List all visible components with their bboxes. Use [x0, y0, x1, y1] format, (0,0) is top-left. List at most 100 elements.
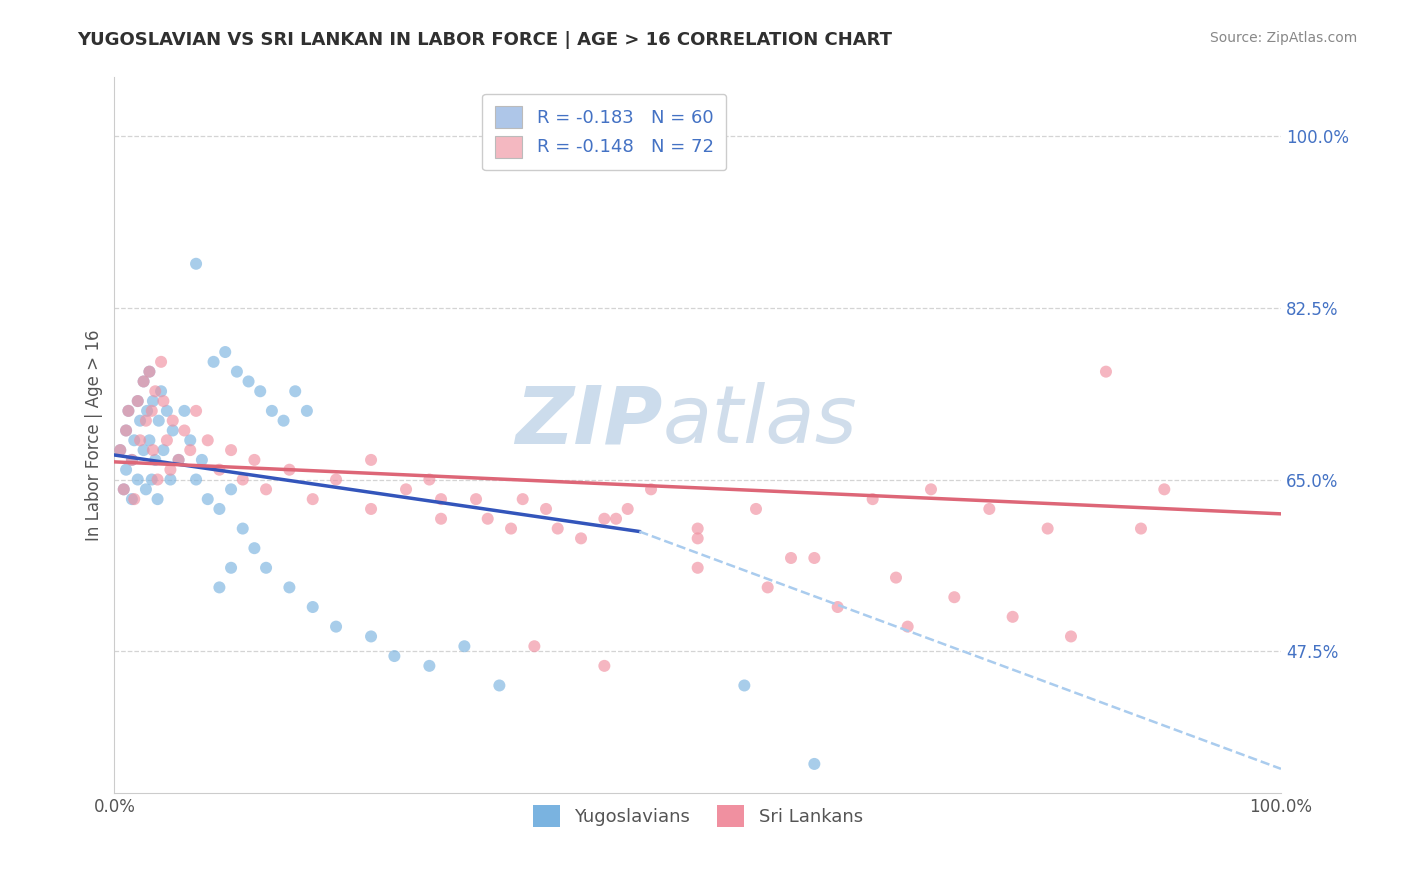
Point: [897, 620, 920, 634]
Point: [121, 492, 143, 507]
Point: [129, 434, 152, 448]
Y-axis label: In Labor Force | Age > 16: In Labor Force | Age > 16: [86, 330, 103, 541]
Point: [141, 473, 163, 487]
Point: [979, 502, 1001, 516]
Point: [884, 571, 907, 585]
Point: [920, 483, 942, 497]
Point: [138, 434, 160, 448]
Point: [278, 581, 301, 595]
Point: [184, 257, 207, 271]
Point: [1060, 629, 1083, 643]
Point: [249, 384, 271, 399]
Point: [173, 404, 195, 418]
Point: [197, 434, 219, 448]
Point: [162, 424, 184, 438]
Point: [465, 492, 488, 507]
Point: [127, 394, 149, 409]
Point: [127, 473, 149, 487]
Point: [477, 512, 499, 526]
Point: [640, 483, 662, 497]
Point: [430, 512, 453, 526]
Point: [1036, 522, 1059, 536]
Point: [142, 394, 165, 409]
Point: [135, 414, 157, 428]
Point: [745, 502, 768, 516]
Point: [143, 453, 166, 467]
Point: [395, 483, 418, 497]
Point: [159, 473, 181, 487]
Point: [117, 404, 139, 418]
Point: [260, 404, 283, 418]
Point: [152, 443, 174, 458]
Point: [686, 522, 709, 536]
Text: ZIP: ZIP: [516, 382, 662, 460]
Point: [862, 492, 884, 507]
Point: [129, 414, 152, 428]
Point: [453, 639, 475, 653]
Point: [418, 658, 440, 673]
Point: [232, 522, 254, 536]
Text: Source: ZipAtlas.com: Source: ZipAtlas.com: [1209, 31, 1357, 45]
Point: [803, 756, 825, 771]
Point: [132, 443, 155, 458]
Point: [122, 434, 145, 448]
Point: [115, 424, 138, 438]
Point: [488, 678, 510, 692]
Point: [208, 581, 231, 595]
Point: [159, 463, 181, 477]
Point: [301, 600, 323, 615]
Point: [360, 502, 382, 516]
Point: [803, 551, 825, 566]
Point: [686, 532, 709, 546]
Point: [150, 384, 173, 399]
Point: [254, 483, 277, 497]
Point: [184, 404, 207, 418]
Point: [115, 424, 138, 438]
Point: [214, 345, 236, 359]
Point: [141, 404, 163, 418]
Point: [273, 414, 295, 428]
Point: [593, 658, 616, 673]
Point: [295, 404, 318, 418]
Point: [167, 453, 190, 467]
Point: [430, 492, 453, 507]
Point: [173, 424, 195, 438]
Point: [179, 434, 201, 448]
Point: [148, 414, 170, 428]
Point: [243, 453, 266, 467]
Point: [512, 492, 534, 507]
Point: [569, 532, 592, 546]
Point: [142, 443, 165, 458]
Point: [1001, 610, 1024, 624]
Point: [136, 404, 159, 418]
Point: [112, 483, 135, 497]
Point: [254, 561, 277, 575]
Point: [208, 463, 231, 477]
Point: [780, 551, 803, 566]
Point: [152, 394, 174, 409]
Point: [238, 375, 260, 389]
Point: [146, 473, 169, 487]
Point: [360, 629, 382, 643]
Point: [756, 581, 779, 595]
Point: [499, 522, 522, 536]
Point: [219, 483, 242, 497]
Point: [127, 394, 149, 409]
Point: [135, 483, 157, 497]
Point: [225, 365, 247, 379]
Point: [523, 639, 546, 653]
Point: [156, 404, 179, 418]
Point: [325, 620, 347, 634]
Text: atlas: atlas: [662, 382, 858, 460]
Point: [208, 502, 231, 516]
Point: [278, 463, 301, 477]
Legend: Yugoslavians, Sri Lankans: Yugoslavians, Sri Lankans: [526, 798, 870, 834]
Point: [284, 384, 307, 399]
Point: [943, 591, 966, 605]
Point: [733, 678, 755, 692]
Point: [534, 502, 557, 516]
Point: [686, 561, 709, 575]
Point: [167, 453, 190, 467]
Point: [360, 453, 382, 467]
Point: [1153, 483, 1175, 497]
